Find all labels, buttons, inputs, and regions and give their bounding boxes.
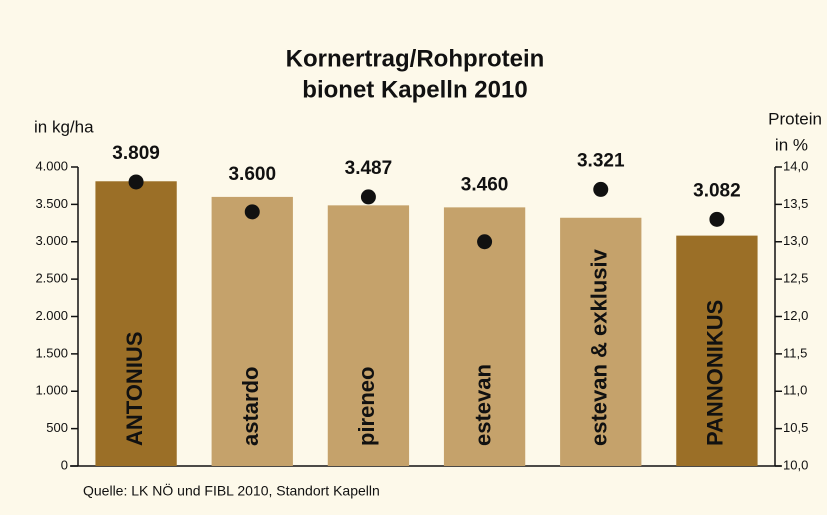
y2-tick-label: 10,5 xyxy=(783,420,808,435)
category-label: astardo xyxy=(238,367,263,446)
value-label: 3.460 xyxy=(461,174,509,195)
value-label: 3.082 xyxy=(693,180,741,201)
y-tick-label: 1.500 xyxy=(35,345,68,360)
y2-tick-label: 13,5 xyxy=(783,196,808,211)
value-label: 3.321 xyxy=(577,150,625,171)
protein-dot xyxy=(128,174,144,190)
bar xyxy=(560,217,642,466)
y2-tick-label: 12,0 xyxy=(783,308,808,323)
y2-tick-label: 12,5 xyxy=(783,271,808,286)
y-tick-label: 500 xyxy=(46,420,68,435)
category-label: estevan xyxy=(470,364,495,446)
y-tick-label: 3.000 xyxy=(35,233,68,248)
y-axis-label: in kg/ha xyxy=(34,117,94,136)
y2-axis-label: in % xyxy=(775,135,808,154)
y-tick-label: 4.000 xyxy=(35,158,68,173)
bar xyxy=(676,235,758,466)
y-tick-label: 0 xyxy=(61,457,68,472)
protein-dot xyxy=(244,204,260,220)
y2-tick-label: 11,5 xyxy=(783,345,807,360)
y-tick-label: 2.500 xyxy=(35,271,68,286)
protein-dot xyxy=(477,234,493,250)
y2-tick-label: 13,0 xyxy=(783,233,808,248)
bar xyxy=(211,196,293,466)
bar xyxy=(443,207,526,467)
value-label: 3.809 xyxy=(112,143,160,164)
category-label: ANTONIUS xyxy=(122,332,147,447)
chart-title: Kornertrag/Rohprotein xyxy=(286,45,545,72)
y2-tick-label: 14,0 xyxy=(783,158,808,173)
protein-dot xyxy=(593,181,609,197)
source: Quelle: LK NÖ und FIBL 2010, Standort Ka… xyxy=(83,482,380,499)
bar xyxy=(327,205,410,467)
y-tick-label: 3.500 xyxy=(35,196,68,211)
chart-title: bionet Kapelln 2010 xyxy=(302,76,527,103)
value-label: 3.487 xyxy=(345,158,393,179)
bar xyxy=(95,181,177,466)
protein-dot xyxy=(360,189,376,205)
y2-tick-label: 10,0 xyxy=(783,457,808,472)
category-label: PANNONIKUS xyxy=(703,300,728,446)
protein-dot xyxy=(709,211,725,227)
y2-tick-label: 11,0 xyxy=(783,383,807,398)
y2-axis-label: Protein xyxy=(768,109,822,128)
category-label: pireneo xyxy=(354,367,379,446)
y-tick-label: 2.000 xyxy=(35,308,68,323)
value-label: 3.600 xyxy=(228,164,276,185)
y-tick-label: 1.000 xyxy=(35,383,68,398)
category-label: estevan & exklusiv xyxy=(587,248,612,446)
